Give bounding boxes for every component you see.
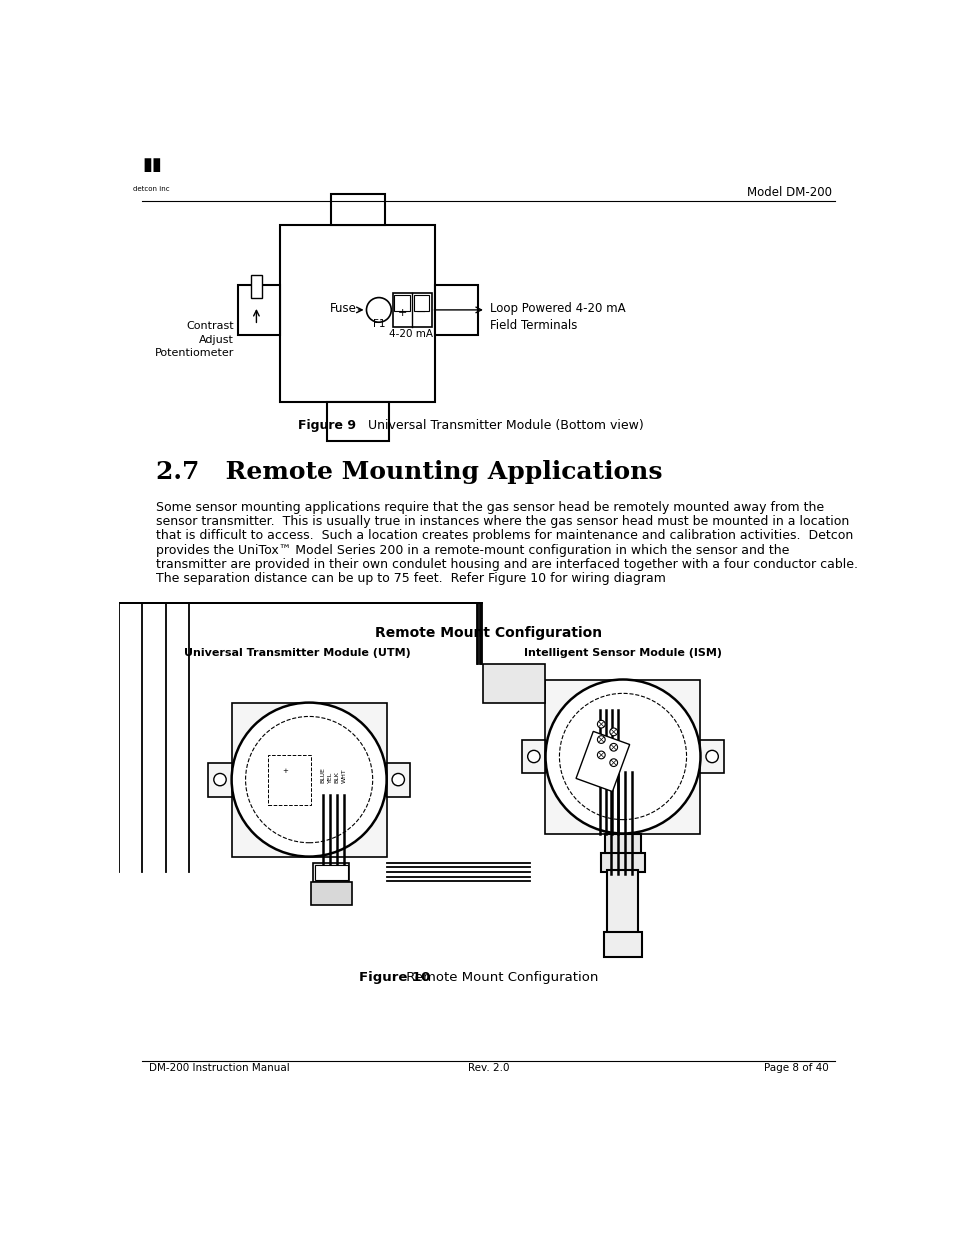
Text: BLK: BLK <box>335 772 339 783</box>
Text: Remote Mount Configuration: Remote Mount Configuration <box>402 972 598 984</box>
Text: Model DM-200: Model DM-200 <box>746 186 831 199</box>
Bar <box>232 703 386 857</box>
Bar <box>545 679 700 834</box>
Text: BLUE: BLUE <box>320 768 325 783</box>
Bar <box>604 834 640 857</box>
Text: that is difficult to access.  Such a location creates problems for maintenance a: that is difficult to access. Such a loca… <box>156 530 853 542</box>
Bar <box>251 275 261 299</box>
Bar <box>393 293 431 327</box>
Text: Figure 10: Figure 10 <box>359 972 431 984</box>
Text: sensor transmitter.  This is usually true in instances where the gas sensor head: sensor transmitter. This is usually true… <box>156 515 849 529</box>
Bar <box>327 403 389 441</box>
Circle shape <box>609 743 617 751</box>
Circle shape <box>597 751 604 758</box>
Bar <box>268 755 311 805</box>
Bar <box>700 740 723 773</box>
Bar <box>483 664 545 703</box>
Bar <box>314 864 348 879</box>
Text: 2.7   Remote Mounting Applications: 2.7 Remote Mounting Applications <box>156 461 662 484</box>
Bar <box>435 285 477 335</box>
Circle shape <box>609 727 617 736</box>
Bar <box>331 194 385 225</box>
Bar <box>521 740 545 773</box>
Text: Contrast
Adjust
Potentiometer: Contrast Adjust Potentiometer <box>154 321 233 358</box>
Circle shape <box>232 703 386 857</box>
Circle shape <box>609 758 617 767</box>
Bar <box>386 763 410 797</box>
Circle shape <box>213 773 226 785</box>
Text: provides the UniTox™ Model Series 200 in a remote-mount configuration in which t: provides the UniTox™ Model Series 200 in… <box>156 543 789 557</box>
Text: detcon inc: detcon inc <box>133 185 170 191</box>
Text: YEL: YEL <box>327 772 333 783</box>
Bar <box>237 285 280 335</box>
Bar <box>313 863 349 882</box>
Text: 4-20 mA: 4-20 mA <box>389 329 433 338</box>
Bar <box>328 785 333 795</box>
Text: Universal Transmitter Module (UTM): Universal Transmitter Module (UTM) <box>184 648 411 658</box>
Text: Loop Powered 4-20 mA
Field Terminals: Loop Powered 4-20 mA Field Terminals <box>489 303 624 332</box>
Text: Figure 9: Figure 9 <box>297 419 355 432</box>
Bar <box>604 932 641 957</box>
Bar <box>311 882 352 905</box>
Text: Remote Mount Configuration: Remote Mount Configuration <box>375 626 602 640</box>
Circle shape <box>392 773 404 785</box>
Text: Rev. 2.0: Rev. 2.0 <box>468 1062 509 1073</box>
Text: ▮▮: ▮▮ <box>142 156 161 174</box>
Bar <box>341 785 347 795</box>
Bar <box>414 295 429 311</box>
Bar <box>280 766 290 782</box>
Bar <box>280 225 435 403</box>
Circle shape <box>597 736 604 743</box>
Circle shape <box>545 679 700 834</box>
Text: WHT: WHT <box>341 768 346 783</box>
Text: +: + <box>282 768 288 774</box>
Bar <box>394 295 410 311</box>
Bar <box>320 785 326 795</box>
Bar <box>576 731 629 792</box>
Text: Universal Transmitter Module (Bottom view): Universal Transmitter Module (Bottom vie… <box>355 419 642 432</box>
Text: +: + <box>397 308 406 319</box>
Text: transmitter are provided in their own condulet housing and are interfaced togeth: transmitter are provided in their own co… <box>156 558 858 571</box>
Circle shape <box>705 751 718 763</box>
Bar <box>270 766 279 782</box>
Text: Some sensor mounting applications require that the gas sensor head be remotely m: Some sensor mounting applications requir… <box>156 501 823 514</box>
Text: DM-200 Instruction Manual: DM-200 Instruction Manual <box>149 1062 289 1073</box>
Bar <box>208 763 232 797</box>
Bar <box>335 785 340 795</box>
Bar <box>607 871 638 934</box>
Text: Page 8 of 40: Page 8 of 40 <box>763 1062 828 1073</box>
Text: −: − <box>416 306 426 319</box>
Circle shape <box>366 298 391 322</box>
Circle shape <box>597 720 604 727</box>
Text: F1: F1 <box>373 319 385 329</box>
Bar <box>600 852 644 872</box>
Circle shape <box>527 751 539 763</box>
Text: Intelligent Sensor Module (ISM): Intelligent Sensor Module (ISM) <box>523 648 721 658</box>
Text: Fuse: Fuse <box>330 301 356 315</box>
Text: The separation distance can be up to 75 feet.  Refer Figure 10 for wiring diagra: The separation distance can be up to 75 … <box>156 572 665 585</box>
